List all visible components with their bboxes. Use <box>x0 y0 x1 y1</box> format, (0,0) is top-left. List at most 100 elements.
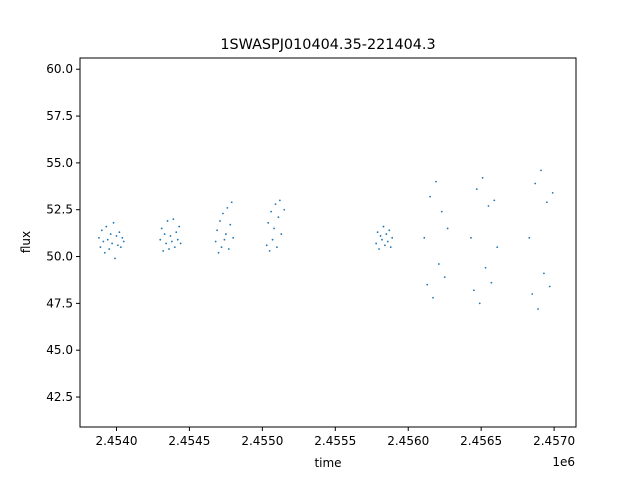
data-point <box>106 238 109 241</box>
data-point <box>375 242 378 245</box>
data-point <box>165 242 167 245</box>
data-point <box>103 251 106 254</box>
data-point <box>385 233 388 235</box>
data-point <box>119 246 122 249</box>
data-point <box>543 272 545 275</box>
data-point <box>230 201 233 204</box>
x-axis-ticks: 2.4540 2.4545 2.4550 2.4555 2.4560 2.4565 2.45… <box>95 427 575 448</box>
data-point <box>100 229 103 232</box>
y-tick-label: 45.0 <box>46 343 73 357</box>
scatter-points <box>98 169 554 310</box>
data-point <box>224 233 227 235</box>
data-point <box>432 296 434 299</box>
data-point <box>166 220 169 222</box>
data-point <box>168 248 170 250</box>
data-point <box>179 242 182 245</box>
data-point <box>548 285 551 288</box>
data-point <box>271 238 274 241</box>
data-point <box>109 233 112 235</box>
data-point <box>98 236 100 239</box>
x-tick-label: 2.4545 <box>168 434 210 448</box>
data-point <box>378 248 380 250</box>
data-point <box>219 220 221 222</box>
data-point <box>280 233 283 235</box>
data-point <box>446 227 449 230</box>
y-tick-label: 55.0 <box>46 156 73 170</box>
y-tick-label: 57.5 <box>46 109 73 123</box>
data-point <box>214 240 217 243</box>
data-point <box>376 231 379 234</box>
data-point <box>386 240 389 243</box>
data-point <box>531 293 534 295</box>
data-point <box>551 191 554 194</box>
x-axis-label: time <box>314 456 341 470</box>
data-point <box>226 206 229 209</box>
x-tick-label: 2.4570 <box>533 434 575 448</box>
x-tick-label: 2.4540 <box>95 434 137 448</box>
data-point <box>481 176 484 179</box>
y-axis-label: flux <box>19 231 33 253</box>
data-point <box>173 246 176 249</box>
data-point <box>478 302 481 305</box>
data-point <box>216 229 219 232</box>
y-tick-label: 60.0 <box>46 62 73 76</box>
data-point <box>265 244 268 247</box>
data-point <box>391 236 394 239</box>
data-point <box>222 212 224 215</box>
data-point <box>122 240 125 243</box>
y-tick-label: 42.5 <box>46 390 73 404</box>
data-point <box>443 276 446 279</box>
data-point <box>105 225 108 228</box>
data-point <box>426 283 429 286</box>
data-point <box>496 246 499 249</box>
data-point <box>475 188 478 191</box>
data-point <box>437 263 440 265</box>
data-point <box>490 281 493 284</box>
data-point <box>102 240 105 243</box>
data-point <box>117 244 119 247</box>
data-point <box>379 235 382 237</box>
data-point <box>423 236 426 239</box>
data-point <box>169 235 172 237</box>
data-point <box>270 210 273 213</box>
data-point <box>114 257 116 260</box>
data-point <box>381 238 383 241</box>
data-point <box>470 236 472 239</box>
x-axis-offset-label: 1e6 <box>552 455 575 469</box>
data-point <box>383 244 386 247</box>
y-tick-label: 50.0 <box>46 250 73 264</box>
y-axis-ticks: 42.5 45.0 47.5 50.0 52.5 55.0 57.5 60.0 <box>46 62 80 404</box>
data-point <box>435 180 437 183</box>
data-point <box>223 238 226 241</box>
data-point <box>274 203 277 206</box>
data-point <box>537 308 539 310</box>
data-point <box>273 227 275 230</box>
data-point <box>382 225 385 228</box>
y-tick-label: 47.5 <box>46 296 73 310</box>
data-point <box>232 236 235 239</box>
data-point <box>388 229 391 232</box>
data-point <box>540 169 542 172</box>
data-point <box>99 246 102 249</box>
data-point <box>229 223 232 226</box>
data-point <box>487 205 490 207</box>
data-point <box>283 208 286 211</box>
data-point <box>440 210 443 213</box>
data-point <box>278 199 281 202</box>
data-point <box>429 195 432 198</box>
data-point <box>493 199 496 202</box>
data-point <box>268 250 271 252</box>
x-tick-label: 2.4555 <box>314 434 356 448</box>
x-tick-label: 2.4565 <box>460 434 502 448</box>
data-point <box>277 216 280 219</box>
data-point <box>389 246 392 249</box>
data-point <box>115 235 118 237</box>
chart-title: 1SWASPJ010404.35-221404.3 <box>220 37 435 53</box>
data-point <box>220 246 223 249</box>
data-point <box>172 218 175 220</box>
data-point <box>472 289 475 292</box>
data-point <box>108 248 111 250</box>
x-tick-label: 2.4550 <box>241 434 283 448</box>
data-point <box>178 225 181 228</box>
data-point <box>545 201 548 204</box>
